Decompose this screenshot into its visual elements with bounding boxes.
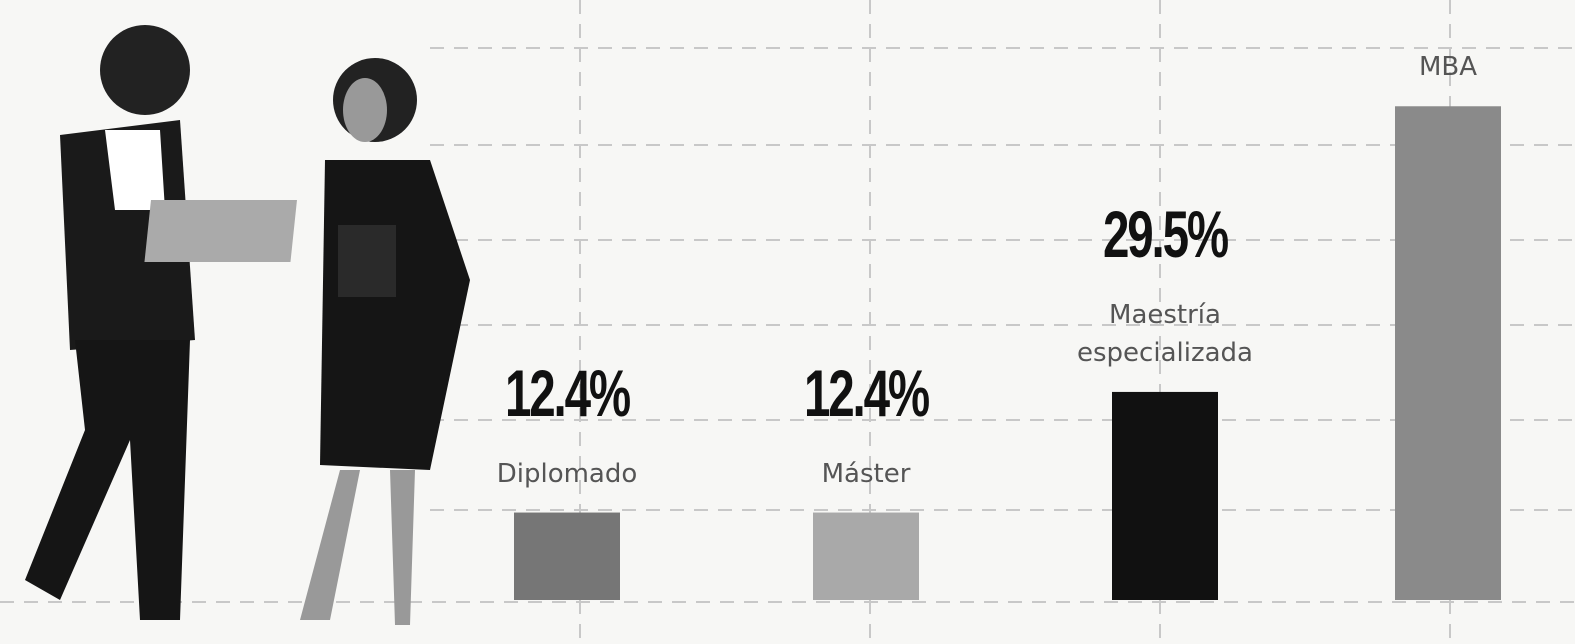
chart xyxy=(0,0,1575,644)
background-grid xyxy=(0,0,1575,644)
bar xyxy=(514,513,620,600)
category-label: MBA xyxy=(1328,48,1568,86)
bar xyxy=(1395,106,1501,600)
value-label: 12.4% xyxy=(466,355,668,431)
infographic: Diplomado 12.4% Máster 12.4% Maestría especi… xyxy=(0,0,1575,644)
category-label: Diplomado xyxy=(447,455,687,493)
category-label: Máster xyxy=(746,455,986,493)
category-label: Maestría especializada xyxy=(1045,296,1285,372)
people-illustration xyxy=(25,25,470,625)
bar xyxy=(813,513,919,600)
value-label: 12.4% xyxy=(765,355,967,431)
value-label: 29.5% xyxy=(1064,196,1266,272)
bar xyxy=(1112,392,1218,600)
